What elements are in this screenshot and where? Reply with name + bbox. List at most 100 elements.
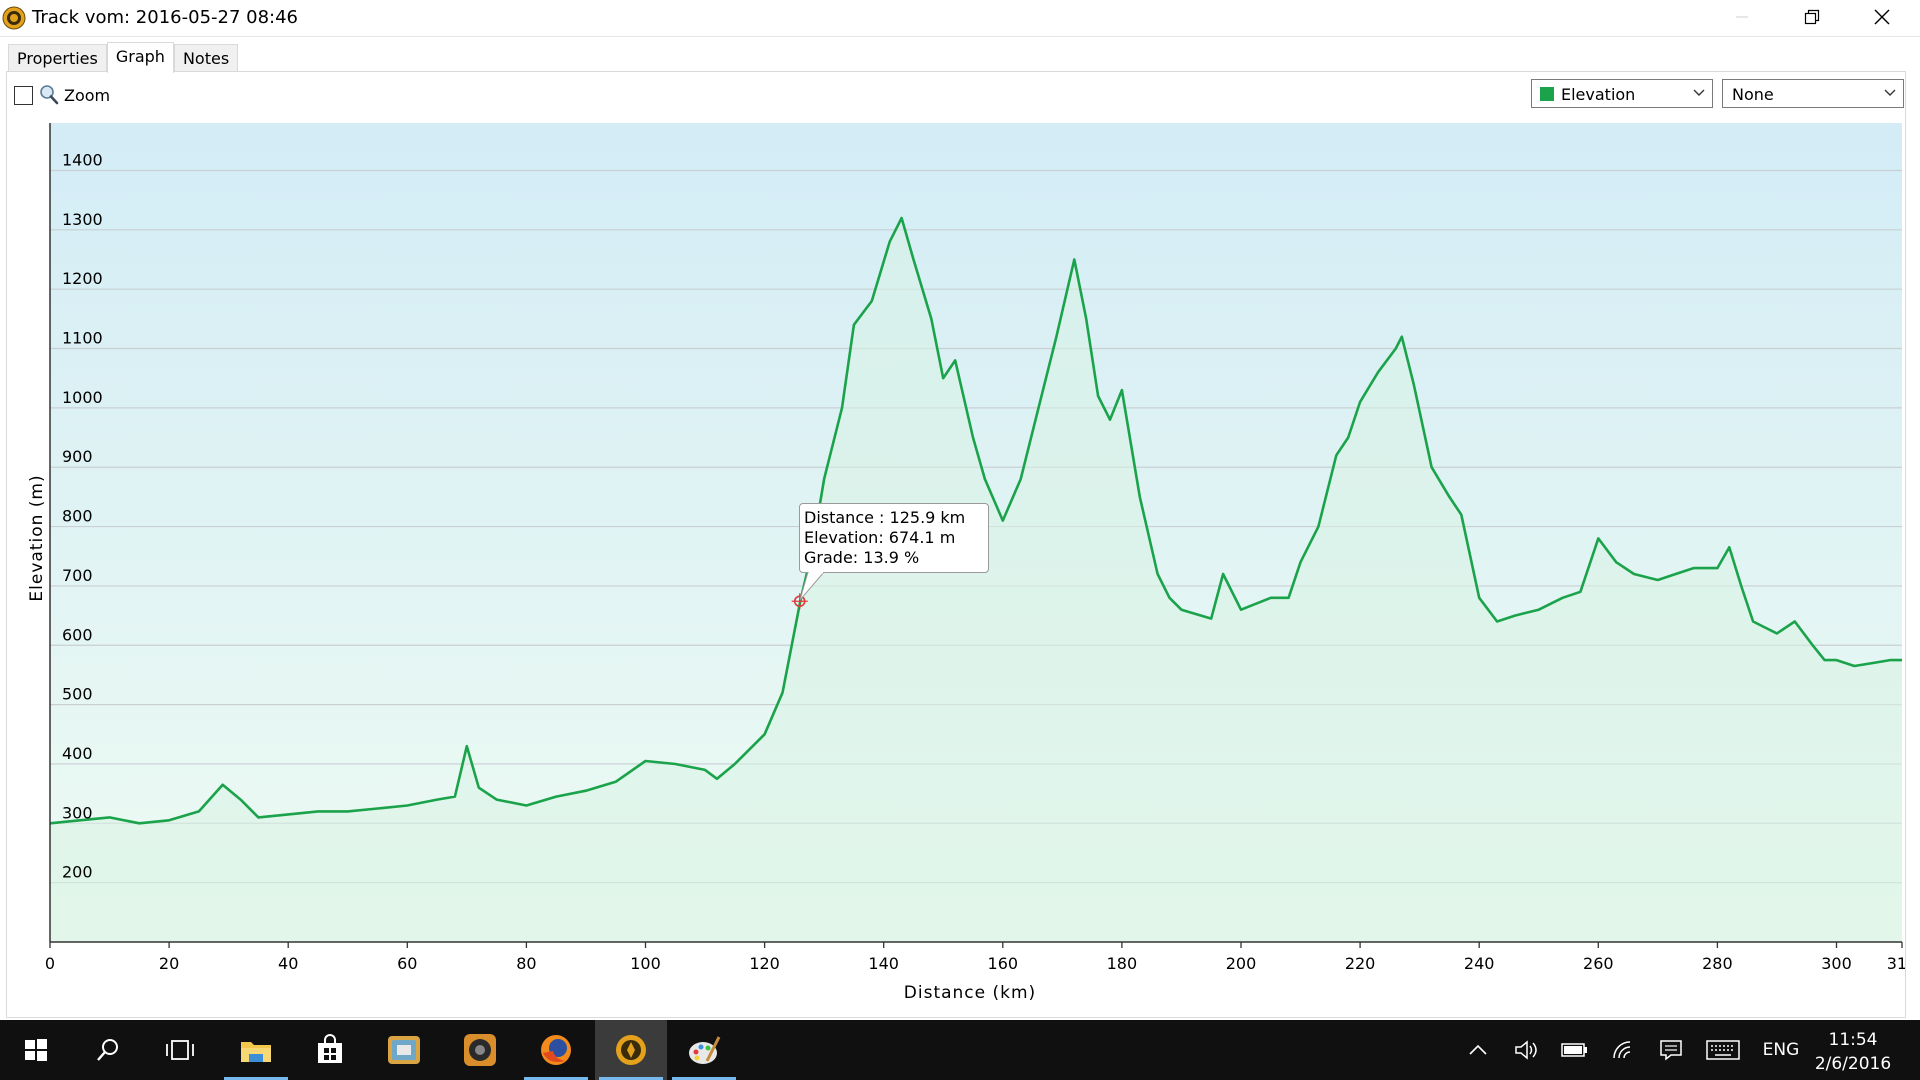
elevation-series-line (49, 216, 1902, 825)
app-icon (2, 6, 26, 30)
y-tick-label: 300 (62, 803, 93, 822)
y-tick-label: 1100 (62, 329, 103, 348)
y-tick-label: 600 (62, 625, 93, 644)
x-tick-label: 240 (1464, 954, 1495, 973)
tray-battery[interactable] (1558, 1020, 1592, 1080)
x-tick-label: 160 (988, 954, 1019, 973)
taskbar-media-player[interactable] (444, 1020, 516, 1080)
restore-button[interactable] (1782, 0, 1842, 34)
elevation-swatch (1540, 87, 1554, 101)
magnifier-icon (40, 85, 59, 105)
chevron-up-icon (1469, 1044, 1487, 1055)
chevron-down-icon (1693, 89, 1705, 96)
x-tick-label: 220 (1345, 954, 1376, 973)
x-tick-label: 20 (159, 954, 179, 973)
elevation-select-value: Elevation (1561, 85, 1636, 104)
keyboard-icon (1706, 1040, 1740, 1060)
title-bar: Track vom: 2016-05-27 08:46 (0, 0, 1920, 37)
x-tick-label: 180 (1107, 954, 1138, 973)
y-tick-label: 900 (62, 447, 93, 466)
document-viewer-icon (388, 1036, 420, 1064)
y-tick-label: 500 (62, 685, 93, 704)
firefox-icon (541, 1035, 571, 1065)
elevation-select[interactable]: Elevation (1531, 79, 1713, 108)
tooltip-distance: Distance : 125.9 km (804, 508, 966, 527)
tab-strip: Properties Graph Notes (8, 42, 239, 73)
task-view-icon (166, 1040, 194, 1060)
secondary-select[interactable]: None (1722, 79, 1904, 108)
y-tick-label: 700 (62, 566, 93, 585)
tray-network[interactable] (1606, 1020, 1640, 1080)
window-title: Track vom: 2016-05-27 08:46 (32, 7, 299, 28)
y-tick-label: 800 (62, 507, 93, 526)
tray-touch-keyboard[interactable] (1702, 1020, 1744, 1080)
tray-action-center[interactable] (1654, 1020, 1688, 1080)
y-tick-label: 1300 (62, 210, 103, 229)
x-tick-label: 140 (868, 954, 899, 973)
tab-graph[interactable]: Graph (106, 42, 174, 73)
media-player-icon (464, 1034, 496, 1066)
taskbar-firefox[interactable] (520, 1020, 592, 1080)
store-icon (318, 1034, 342, 1063)
close-icon (1874, 9, 1890, 25)
x-tick-label: 280 (1702, 954, 1733, 973)
tray-overflow-button[interactable] (1462, 1020, 1494, 1080)
x-tick-label: 260 (1583, 954, 1614, 973)
y-axis-label: Elevation (m) (27, 474, 47, 601)
x-tick-label: 40 (278, 954, 298, 973)
taskbar-store[interactable] (294, 1020, 366, 1080)
search-icon (97, 1039, 118, 1061)
minimize-button[interactable] (1712, 0, 1772, 34)
search-button[interactable] (72, 1020, 144, 1080)
taskbar-file-explorer[interactable] (220, 1020, 292, 1080)
zoom-control: Zoom (14, 84, 110, 106)
x-tick-label: 120 (749, 954, 780, 973)
y-tick-label: 1200 (62, 269, 103, 288)
tab-notes[interactable]: Notes (173, 44, 239, 72)
paint-icon (689, 1036, 721, 1064)
x-tick-label: 60 (397, 954, 417, 973)
clock-time: 11:54 (1828, 1030, 1878, 1050)
tooltip-grade: Grade: 13.9 % (804, 548, 920, 567)
data-tooltip: Distance : 125.9 km Elevation: 674.1 m G… (799, 503, 989, 573)
close-button[interactable] (1852, 0, 1912, 34)
x-tick-label: 80 (516, 954, 536, 973)
task-view-button[interactable] (144, 1020, 216, 1080)
minimize-icon (1736, 16, 1748, 18)
notifications-icon (1660, 1040, 1682, 1061)
start-button[interactable] (0, 1020, 72, 1080)
file-explorer-icon (241, 1042, 271, 1062)
volume-icon (1515, 1040, 1537, 1060)
tooltip-pointer (800, 572, 825, 601)
tray-volume[interactable] (1510, 1020, 1544, 1080)
taskbar-clock[interactable]: 11:54 2/6/2016 (1808, 1028, 1898, 1076)
y-tick-label: 400 (62, 744, 93, 763)
tray-language[interactable]: ENG (1762, 1040, 1800, 1060)
wifi-icon (1613, 1041, 1631, 1059)
windows-start-icon (25, 1039, 47, 1061)
zoom-checkbox[interactable] (14, 85, 33, 105)
taskbar-paint[interactable] (668, 1020, 740, 1080)
taskbar-document-viewer[interactable] (368, 1020, 440, 1080)
gpsbabel-compass-icon (616, 1035, 646, 1065)
zoom-label: Zoom (64, 85, 111, 105)
y-tick-label: 1000 (62, 388, 103, 407)
taskbar: ENG 11:54 2/6/2016 (0, 1020, 1920, 1080)
taskbar-gps-track-app[interactable] (595, 1020, 667, 1080)
tooltip-elevation: Elevation: 674.1 m (804, 528, 956, 547)
battery-icon (1561, 1043, 1587, 1057)
restore-icon (1804, 9, 1820, 25)
x-tick-label: 100 (630, 954, 661, 973)
x-tick-label: 300 (1821, 954, 1852, 973)
y-tick-label: 1400 (62, 150, 103, 169)
x-tick-label: 0 (45, 954, 55, 973)
x-axis-label: Distance (km) (904, 983, 1036, 1003)
clock-date: 2/6/2016 (1814, 1054, 1892, 1074)
chevron-down-icon (1884, 89, 1896, 96)
x-tick-label: 200 (1226, 954, 1257, 973)
secondary-select-value: None (1732, 85, 1774, 104)
x-tick-label: 311 (1887, 954, 1905, 973)
y-tick-label: 200 (62, 863, 93, 882)
elevation-area-fill (50, 218, 1902, 942)
tab-properties[interactable]: Properties (8, 44, 107, 72)
